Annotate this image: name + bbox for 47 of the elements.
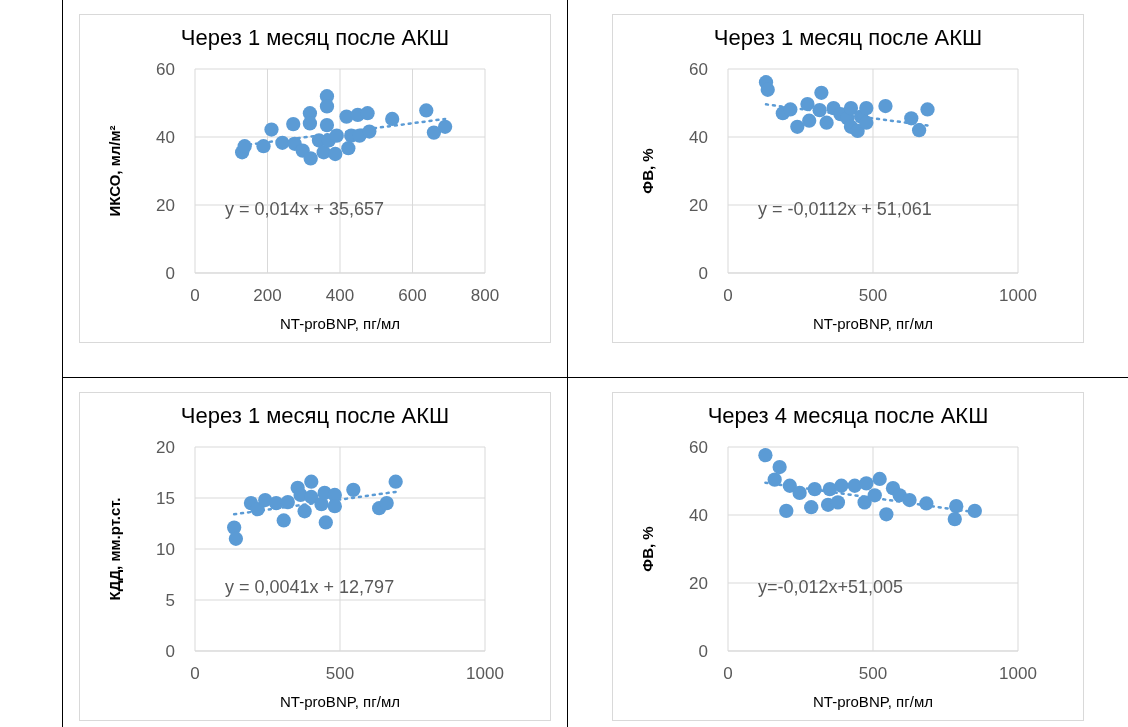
x-tick-label: 1000: [999, 286, 1037, 306]
chart-title: Через 1 месяц после АКШ: [179, 25, 451, 51]
x-tick-label: 1000: [466, 664, 504, 684]
y-tick-label: 40: [689, 506, 708, 526]
chart-title: Через 1 месяц после АКШ: [712, 25, 984, 51]
y-tick-label: 20: [689, 574, 708, 594]
y-tick-label: 15: [156, 489, 175, 509]
y-tick-label: 20: [156, 196, 175, 216]
x-axis-title: NT-proBNP, пг/мл: [812, 693, 934, 710]
y-tick-label: 60: [689, 438, 708, 458]
chart-title: Через 1 месяц после АКШ: [179, 403, 451, 429]
y-axis-title: КДД, мм.рт.ст.: [106, 497, 124, 601]
y-tick-label: 10: [156, 540, 175, 560]
y-tick-label: 0: [165, 264, 175, 284]
x-tick-label: 600: [398, 286, 427, 306]
x-tick-label: 200: [253, 286, 282, 306]
y-tick-label: 60: [156, 60, 175, 80]
annotation: y = -0,0112x + 51,061: [758, 199, 932, 220]
x-tick-label: 400: [325, 286, 355, 306]
x-tick-label: 0: [723, 664, 733, 684]
x-tick-label: 800: [470, 286, 500, 306]
x-tick-label: 0: [723, 286, 733, 306]
y-tick-label: 40: [689, 128, 708, 148]
annotation: y = 0,0041x + 12,797: [225, 577, 395, 598]
y-tick-label: 20: [689, 196, 708, 216]
x-axis-title: NT-proBNP, пг/мл: [279, 315, 401, 332]
y-tick-label: 20: [156, 438, 175, 458]
x-axis-title: NT-proBNP, пг/мл: [279, 693, 401, 710]
y-axis-title: ФВ, %: [639, 526, 657, 572]
x-tick-label: 500: [325, 664, 355, 684]
y-tick-label: 5: [165, 591, 175, 611]
y-tick-label: 0: [698, 264, 708, 284]
y-axis-title: ФВ, %: [639, 148, 657, 194]
y-tick-label: 60: [689, 60, 708, 80]
y-tick-label: 0: [698, 642, 708, 662]
x-tick-label: 500: [858, 286, 888, 306]
annotation: y = 0,014x + 35,657: [225, 199, 385, 220]
x-tick-label: 0: [190, 286, 200, 306]
x-tick-label: 1000: [999, 664, 1037, 684]
chart-title: Через 4 месяца после АКШ: [706, 403, 990, 429]
annotation: y=-0,012x+51,005: [758, 577, 904, 598]
y-tick-label: 0: [165, 642, 175, 662]
x-axis-title: NT-proBNP, пг/мл: [812, 315, 934, 332]
y-axis-title: ИКСО, мл/м²: [106, 125, 124, 217]
x-tick-label: 0: [190, 664, 200, 684]
y-tick-label: 40: [156, 128, 175, 148]
x-tick-label: 500: [858, 664, 888, 684]
